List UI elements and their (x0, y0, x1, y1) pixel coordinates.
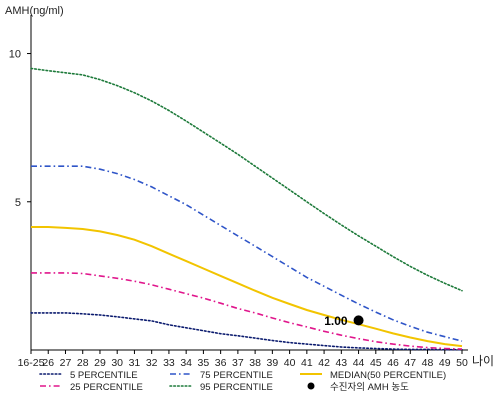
legend-marker-swatch (307, 382, 315, 390)
chart-lines: 1.00 (30, 67, 463, 351)
x-tick-label: 37 (232, 357, 244, 369)
x-tick-label: 16-25 (18, 357, 45, 369)
series-line-0 (30, 312, 463, 351)
y-axis-label: AMH(ng/ml) (5, 5, 64, 17)
x-tick-label: 29 (94, 357, 106, 369)
x-tick-label: 47 (404, 357, 416, 369)
x-tick-label: 43 (335, 357, 347, 369)
x-tick-label: 26 (42, 357, 54, 369)
y-tick-label: 5 (15, 197, 21, 209)
x-tick-label: 38 (249, 357, 261, 369)
y-tick-label: 10 (9, 49, 21, 61)
x-tick-label: 31 (129, 357, 141, 369)
x-tick-label: 28 (77, 357, 89, 369)
x-tick-label: 50 (456, 357, 468, 369)
x-tick-label: 36 (215, 357, 227, 369)
x-tick-label: 39 (267, 357, 279, 369)
x-tick-label: 44 (353, 357, 365, 369)
patient-amh-marker (353, 315, 364, 326)
legend-label: 75 PERCENTILE (200, 370, 273, 381)
x-tick-label: 46 (387, 357, 399, 369)
x-axis-label: 나이 (472, 354, 494, 368)
x-tick-label: 33 (163, 357, 175, 369)
legend-label: 95 PERCENTILE (200, 382, 273, 393)
legend-label: 5 PERCENTILE (70, 370, 138, 381)
x-tick-label: 45 (370, 357, 382, 369)
series-line-1 (31, 272, 463, 350)
x-tick-label: 40 (284, 357, 296, 369)
x-tick-label: 27 (60, 357, 72, 369)
legend-label: MEDIAN(50 PERCENTILE) (330, 370, 446, 381)
series-line-3 (30, 67, 463, 292)
x-tick-label: 42 (318, 357, 330, 369)
chart-legend: 5 PERCENTILE 75 PERCENTILE MEDIAN(50 PERCE… (39, 370, 446, 393)
legend-label: 25 PERCENTILE (70, 382, 143, 393)
x-tick-label: 35 (198, 357, 210, 369)
patient-amh-value-label: 1.00 (324, 314, 348, 328)
x-tick-label: 34 (180, 357, 192, 369)
series-line-2 (31, 165, 463, 342)
x-tick-label: 49 (439, 357, 451, 369)
x-tick-label: 32 (146, 357, 158, 369)
x-tick-label: 48 (422, 357, 434, 369)
x-tick-label: 30 (111, 357, 123, 369)
legend-label: 수진자의 AMH 농도 (330, 382, 409, 393)
x-tick-label: 41 (301, 357, 313, 369)
series-line-4 (31, 226, 463, 348)
chart-axes (30, 15, 468, 351)
